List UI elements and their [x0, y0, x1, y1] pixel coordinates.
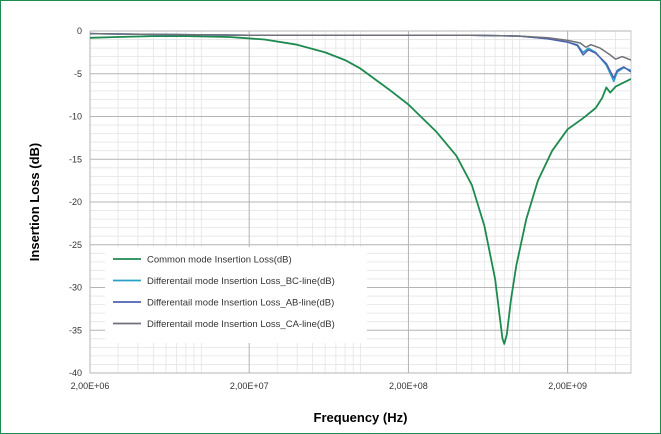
- legend-label: Differentail mode Insertion Loss_AB-line…: [147, 298, 334, 309]
- x-axis-title: Frequency (Hz): [314, 410, 408, 425]
- y-tick-label: -35: [69, 325, 82, 335]
- tick-labels: 2,00E+06 2,00E+07 2,00E+08 2,00E+09 0 -5 -10 -1…: [69, 26, 587, 391]
- y-tick-label: -5: [74, 69, 82, 79]
- y-tick-label: -30: [69, 283, 82, 293]
- y-tick-label: -40: [69, 368, 82, 378]
- x-tick-label: 2,00E+07: [230, 381, 269, 391]
- legend-label: Common mode Insertion Loss(dB): [147, 255, 292, 266]
- y-tick-label: -15: [69, 154, 82, 164]
- series-line-1: [90, 35, 631, 345]
- series-lines: [90, 32, 631, 345]
- y-tick-label: -20: [69, 197, 82, 207]
- y-tick-label: -25: [69, 240, 82, 250]
- y-tick-label: 0: [77, 26, 82, 36]
- x-tick-label: 2,00E+08: [389, 381, 428, 391]
- series-line-4: [90, 32, 631, 61]
- legend-label: Differentail mode Insertion Loss_CA-line…: [147, 319, 335, 330]
- y-tick-label: -10: [69, 112, 82, 122]
- legend: Common mode Insertion Loss(dB) Differenta…: [105, 247, 367, 343]
- x-tick-label: 2,00E+06: [71, 381, 110, 391]
- x-tick-label: 2,00E+09: [548, 381, 587, 391]
- legend-label: Differentail mode Insertion Loss_BC-line…: [147, 276, 335, 287]
- y-axis-title: Insertion Loss (dB): [27, 143, 42, 261]
- legend-box: [105, 247, 367, 343]
